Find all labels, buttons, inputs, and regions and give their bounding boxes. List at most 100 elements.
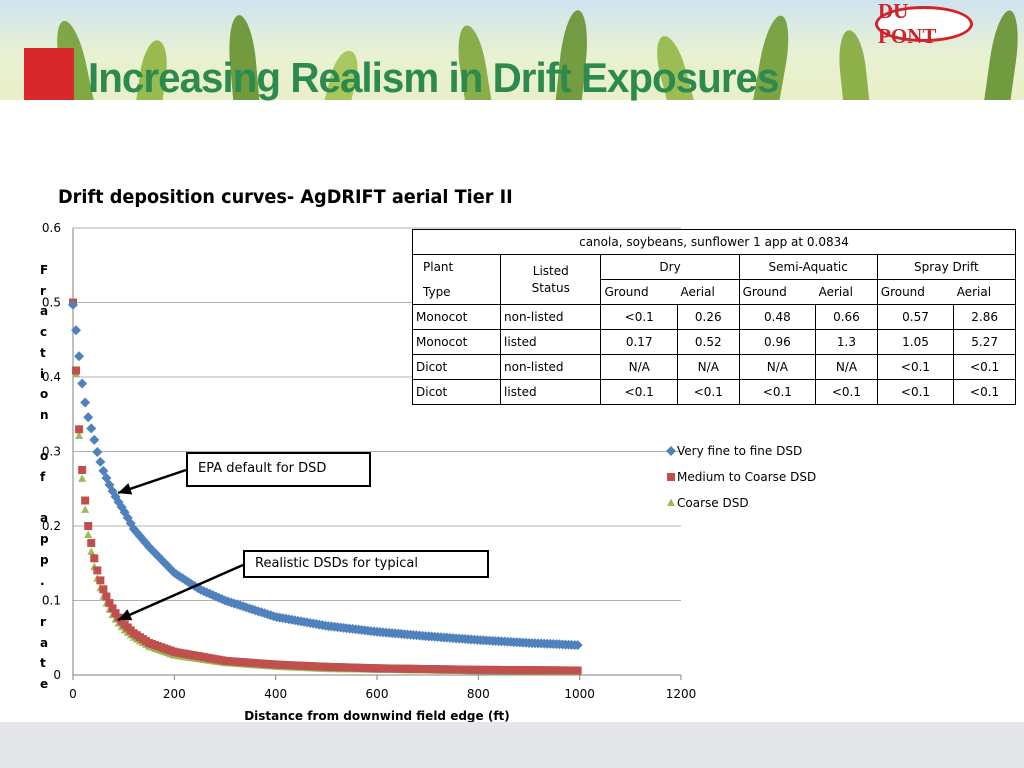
data-point (93, 566, 102, 575)
accent-bar (24, 48, 74, 100)
plant-cell: Dicot (411, 379, 502, 405)
value-cell: 0.66 (815, 304, 878, 330)
data-point (80, 397, 91, 408)
data-point (84, 522, 93, 530)
footer-bar (0, 722, 1024, 768)
value-cell: 5.27 (953, 329, 1016, 355)
table-row: Dicot listed <0.1 <0.1 <0.1 <0.1 <0.1 <0.1 (411, 379, 1016, 405)
value-cell: N/A (815, 354, 878, 380)
value-cell: <0.1 (953, 379, 1016, 405)
value-cell: 0.26 (676, 304, 740, 330)
data-point (105, 599, 114, 608)
group-header: Dry (600, 254, 740, 280)
value-cell: <0.1 (876, 379, 955, 405)
arrow-line (117, 563, 244, 622)
x-tick-label: 1200 (666, 687, 697, 701)
col-status: Listed Status (500, 254, 602, 305)
slide-title: Increasing Realism in Drift Exposures (88, 54, 779, 101)
dupont-logo: DU PONT (875, 0, 973, 48)
y-axis-label-letter: o (40, 449, 49, 464)
data-point (72, 366, 81, 375)
arrow-head (118, 609, 133, 621)
value-cell: 0.48 (738, 304, 817, 330)
legend-label: Very fine to fine DSD (677, 444, 802, 458)
y-axis-label-letter: i (40, 366, 45, 381)
y-axis-label-letter: e (40, 677, 49, 691)
x-tick-label: 1000 (564, 687, 595, 701)
data-point (102, 592, 111, 601)
sub-header: Aerial (677, 279, 740, 305)
value-cell: 0.96 (738, 329, 817, 355)
data-point (71, 325, 82, 336)
data-point (111, 609, 120, 618)
value-cell: N/A (676, 354, 740, 380)
data-point (92, 446, 103, 457)
x-tick-label: 600 (366, 687, 389, 701)
y-tick-label: 0.5 (42, 296, 61, 310)
data-point (77, 378, 88, 389)
table-row: Monocot listed 0.17 0.52 0.96 1.3 1.05 5.27 (411, 329, 1016, 355)
y-axis-label-letter: r (40, 283, 46, 298)
status-cell: listed (500, 329, 602, 355)
sub-header: Ground (600, 279, 678, 305)
exposure-table: canola, soybeans, sunflower 1 app at 0.0… (411, 229, 1017, 405)
status-cell: non-listed (500, 304, 602, 330)
data-point (78, 465, 87, 474)
series-medium-to-coarse-dsd (69, 298, 582, 675)
table-body: Monocot non-listed <0.1 0.26 0.48 0.66 0.57 2.8… (411, 304, 1016, 405)
y-axis-label-letter: c (40, 325, 48, 340)
group-header: Semi-Aquatic (738, 254, 878, 280)
data-point (90, 554, 99, 563)
legend-marker (667, 498, 675, 506)
y-axis-label-letter: a (40, 304, 49, 319)
chart-ticks: 0 0.1 0.2 0.3 0.4 0.5 0.6 0 200 400 600 800 1000 1200 (42, 221, 696, 701)
value-cell: <0.1 (815, 379, 878, 405)
arrow-head (118, 483, 133, 495)
y-axis-label-letter: o (40, 387, 49, 402)
col-type: Type (411, 279, 502, 305)
legend-marker (666, 446, 676, 456)
y-axis-label-letter: . (40, 573, 45, 588)
chart-title: Drift deposition curves- AgDRIFT aerial … (58, 186, 513, 208)
data-point (87, 538, 96, 547)
value-cell: <0.1 (600, 379, 678, 405)
value-cell: 2.86 (953, 304, 1016, 330)
col-plant: Plant (411, 254, 502, 280)
data-point (86, 423, 97, 434)
y-axis-label-letter: F (40, 263, 49, 277)
y-axis-label-letter: p (40, 532, 49, 547)
sub-header: Ground (876, 279, 954, 305)
y-axis-label-letter: a (40, 635, 49, 650)
legend-label: Medium to Coarse DSD (677, 470, 816, 484)
data-point (96, 576, 105, 585)
data-point (95, 456, 106, 467)
status-cell: listed (500, 379, 602, 405)
callout-epa-default: EPA default for DSD (186, 452, 371, 487)
plant-cell: Monocot (411, 304, 502, 330)
callout-arrows (117, 468, 244, 622)
sub-header: Ground (738, 279, 816, 305)
y-tick-label: 0.6 (42, 221, 61, 235)
value-cell: 1.3 (815, 329, 878, 355)
data-point (83, 412, 94, 423)
x-axis-label: Distance from downwind field edge (ft) (244, 709, 510, 723)
group-header: Spray Drift (876, 254, 1017, 280)
data-point (89, 434, 100, 445)
header-banner: DU PONT (0, 0, 1024, 100)
data-point (98, 465, 109, 476)
value-cell: <0.1 (876, 354, 955, 380)
x-tick-label: 0 (69, 687, 77, 701)
y-tick-label: 0.1 (42, 594, 61, 608)
y-axis-label-letter: t (40, 345, 46, 360)
legend-marker (667, 473, 675, 481)
plant-cell: Monocot (411, 329, 502, 355)
value-cell: <0.1 (600, 304, 678, 330)
status-cell: non-listed (500, 354, 602, 380)
value-cell: <0.1 (738, 379, 817, 405)
table-row: Monocot non-listed <0.1 0.26 0.48 0.66 0.57 2.8… (411, 304, 1016, 330)
x-tick-label: 800 (467, 687, 490, 701)
y-tick-label: 0.2 (42, 519, 61, 533)
value-cell: 0.17 (600, 329, 678, 355)
data-point (78, 474, 87, 482)
legend-label: Coarse DSD (677, 496, 749, 510)
